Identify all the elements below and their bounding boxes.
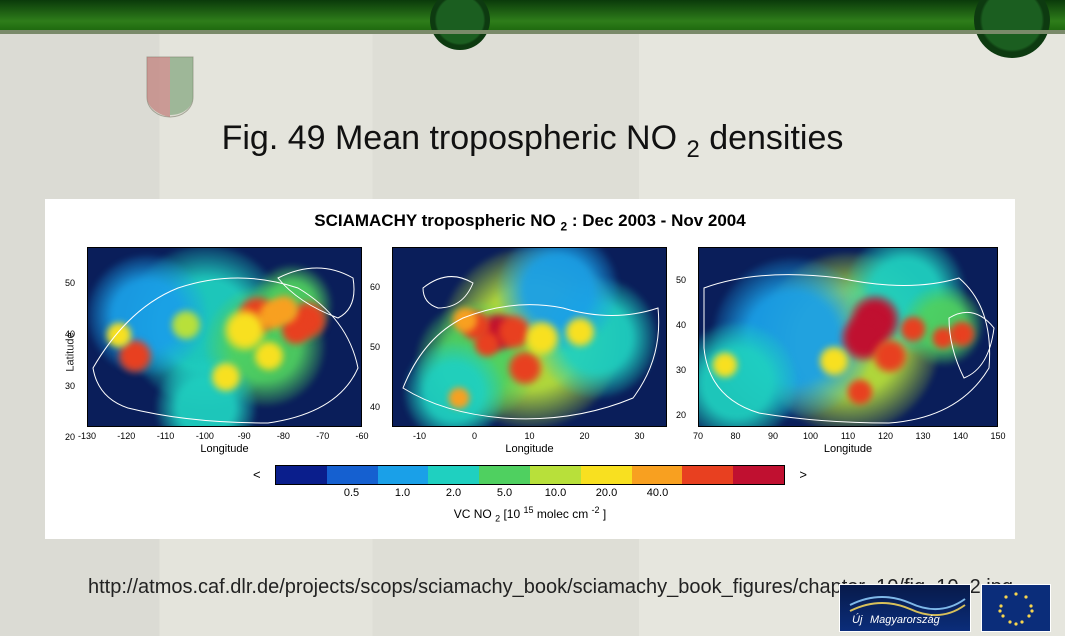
coastline bbox=[393, 248, 667, 427]
y-tick: 50 bbox=[370, 342, 380, 352]
x-tick: -120 bbox=[117, 431, 135, 441]
colorbar-segment bbox=[632, 466, 683, 484]
slide-content: Fig. 49 Mean tropospheric NO 2 densities… bbox=[0, 34, 1065, 636]
x-tick: -80 bbox=[277, 431, 290, 441]
y-tick: 60 bbox=[370, 282, 380, 292]
x-tick: 30 bbox=[634, 431, 644, 441]
x-tick: 20 bbox=[579, 431, 589, 441]
map-frame bbox=[698, 247, 998, 427]
x-tick: 10 bbox=[524, 431, 534, 441]
title-sub: 2 bbox=[686, 136, 699, 163]
x-tick: 100 bbox=[803, 431, 818, 441]
y-tick: 30 bbox=[676, 365, 686, 375]
x-tick: -110 bbox=[157, 431, 174, 441]
colorbar-tick: 10.0 bbox=[545, 487, 566, 499]
colorbar-tick: 2.0 bbox=[446, 487, 461, 499]
figure-title: SCIAMACHY tropospheric NO 2 : Dec 2003 -… bbox=[45, 211, 1015, 233]
colorbar-segment bbox=[378, 466, 429, 484]
figure: SCIAMACHY tropospheric NO 2 : Dec 2003 -… bbox=[45, 199, 1015, 539]
coastline bbox=[699, 248, 998, 427]
x-axis-label: Longitude bbox=[87, 443, 362, 455]
y-tick: 40 bbox=[65, 329, 75, 339]
colorbar-tick: 5.0 bbox=[497, 487, 512, 499]
x-axis-label: Longitude bbox=[698, 443, 998, 455]
colorbar-tick: 0.5 bbox=[344, 487, 359, 499]
x-tick: -10 bbox=[413, 431, 426, 441]
coastline bbox=[88, 248, 362, 427]
colorbar-segment bbox=[530, 466, 581, 484]
title-suffix: densities bbox=[709, 119, 843, 157]
y-tick: 20 bbox=[65, 432, 75, 442]
x-tick: 80 bbox=[730, 431, 740, 441]
colorbar-segment bbox=[682, 466, 733, 484]
colorbar-segment bbox=[327, 466, 378, 484]
badge-eu-flag bbox=[981, 584, 1051, 632]
colorbar-less-icon: < bbox=[253, 467, 261, 482]
x-axis-label: Longitude bbox=[392, 443, 667, 455]
map-panel-europe: -100102030405060Longitude bbox=[392, 247, 667, 427]
x-tick: 110 bbox=[841, 431, 855, 441]
map-panel-north-america: -130-120-110-100-90-80-70-6020304050Long… bbox=[87, 247, 362, 427]
x-tick: 70 bbox=[693, 431, 703, 441]
colorbar-tick: 40.0 bbox=[647, 487, 668, 499]
x-tick: -130 bbox=[78, 431, 96, 441]
figure-title-b: : Dec 2003 - Nov 2004 bbox=[572, 211, 746, 230]
cbar-label-c: molec cm bbox=[537, 507, 588, 521]
title-text: Fig. 49 Mean tropospheric NO bbox=[222, 119, 677, 157]
source-url: http://atmos.caf.dlr.de/projects/scops/s… bbox=[88, 574, 708, 600]
figure-title-sub: 2 bbox=[560, 219, 567, 233]
x-tick: 130 bbox=[915, 431, 930, 441]
x-tick: -60 bbox=[355, 431, 368, 441]
x-tick: 140 bbox=[953, 431, 968, 441]
y-tick: 30 bbox=[65, 381, 75, 391]
colorbar-greater-icon: > bbox=[799, 467, 807, 482]
colorbar-label: VC NO 2 [10 15 molec cm -2 ] bbox=[245, 505, 815, 523]
colorbar-tick: 20.0 bbox=[596, 487, 617, 499]
colorbar-segment bbox=[479, 466, 530, 484]
x-tick: 120 bbox=[878, 431, 893, 441]
colorbar-segment bbox=[733, 466, 784, 484]
y-tick: 50 bbox=[676, 275, 686, 285]
colorbar-segment bbox=[428, 466, 479, 484]
slide-title: Fig. 49 Mean tropospheric NO 2 densities bbox=[0, 119, 1065, 164]
x-tick: -100 bbox=[196, 431, 214, 441]
footer-badges: Új Magyarország bbox=[839, 584, 1051, 632]
panels: Latitude -130-120-110-100-90-80-70-60203… bbox=[45, 247, 1015, 457]
figure-title-a: SCIAMACHY tropospheric NO bbox=[314, 211, 556, 230]
cbar-label-sup2: -2 bbox=[592, 505, 600, 515]
badge-text: Új bbox=[852, 613, 863, 626]
cbar-label-b: [10 bbox=[503, 507, 520, 521]
y-tick: 20 bbox=[676, 410, 686, 420]
cbar-label-sup1: 15 bbox=[524, 505, 534, 515]
badge-text: Magyarország bbox=[870, 614, 941, 626]
cbar-label-a: VC NO bbox=[454, 507, 492, 521]
colorbar-segment bbox=[276, 466, 327, 484]
y-tick: 50 bbox=[65, 278, 75, 288]
x-tick: 0 bbox=[472, 431, 477, 441]
map-frame bbox=[392, 247, 667, 427]
map-frame bbox=[87, 247, 362, 427]
colorbar-segment bbox=[581, 466, 632, 484]
y-tick: 40 bbox=[676, 320, 686, 330]
y-tick: 40 bbox=[370, 402, 380, 412]
badge-uj-magyarorszag: Új Magyarország bbox=[839, 584, 971, 632]
map-panel-east-asia: 70809010011012013014015020304050Longitud… bbox=[698, 247, 998, 427]
x-tick: -70 bbox=[316, 431, 329, 441]
x-tick: -90 bbox=[238, 431, 251, 441]
cbar-label-d: ] bbox=[603, 507, 606, 521]
top-banner bbox=[0, 0, 1065, 30]
x-tick: 90 bbox=[768, 431, 778, 441]
colorbar: < > 0.51.02.05.010.020.040.0 VC NO 2 [10… bbox=[245, 465, 815, 517]
colorbar-tick: 1.0 bbox=[395, 487, 410, 499]
x-tick: 150 bbox=[990, 431, 1005, 441]
cbar-label-sub: 2 bbox=[495, 513, 500, 523]
